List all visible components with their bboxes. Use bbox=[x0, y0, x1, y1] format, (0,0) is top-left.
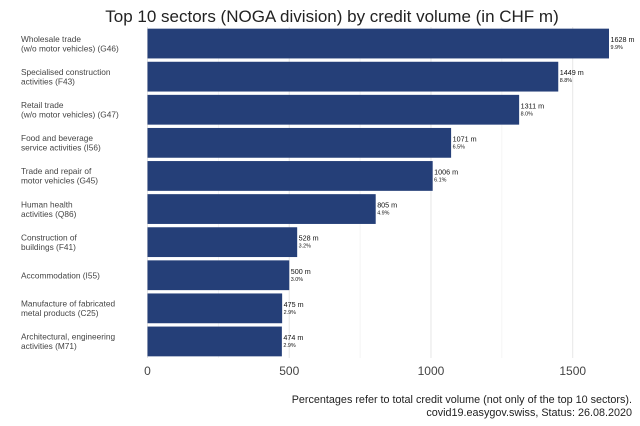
category-label: Construction of bbox=[21, 232, 77, 242]
category-label: Manufacture of fabricated bbox=[21, 299, 115, 309]
bar bbox=[147, 194, 376, 224]
bar-value-label: 528 m bbox=[299, 234, 319, 243]
category-label: Retail trade bbox=[21, 100, 64, 110]
bar-value-label: 1006 m bbox=[434, 167, 458, 176]
bar-value-label: 500 m bbox=[291, 267, 311, 276]
x-tick-label: 0 bbox=[144, 364, 151, 378]
bars bbox=[147, 28, 609, 357]
category-label: Human health bbox=[21, 199, 73, 209]
bar-value-label: 805 m bbox=[377, 201, 397, 210]
bar-percent-label: 8.0% bbox=[521, 111, 533, 117]
category-labels: Wholesale trade(w/o motor vehicles) (G46… bbox=[21, 34, 119, 351]
bar-value-label: 1449 m bbox=[560, 68, 584, 77]
category-label: Wholesale trade bbox=[21, 34, 81, 44]
bar-percent-label: 6.5% bbox=[453, 144, 465, 150]
category-label: metal products (C25) bbox=[21, 308, 99, 318]
category-label: Food and beverage bbox=[21, 133, 93, 143]
bar-percent-label: 3.0% bbox=[291, 277, 303, 283]
bar bbox=[147, 127, 452, 158]
category-label: (w/o motor vehicles) (G47) bbox=[21, 110, 119, 120]
bar-value-label: 1071 m bbox=[453, 134, 477, 143]
x-tick-label: 1000 bbox=[418, 364, 445, 378]
category-label: Architectural, engineering bbox=[21, 332, 115, 342]
footnote-line-1: Percentages refer to total credit volume… bbox=[292, 394, 632, 406]
bar-percent-label: 2.9% bbox=[283, 343, 295, 349]
category-label: Trade and repair of bbox=[21, 166, 92, 176]
x-tick-label: 500 bbox=[279, 364, 299, 378]
bar-percent-label: 8.8% bbox=[560, 78, 572, 84]
x-axis-ticks: 0 500 1000 1500 bbox=[144, 364, 586, 378]
category-label: activities (M71) bbox=[21, 341, 77, 351]
bar bbox=[147, 161, 433, 191]
category-label: activities (F43) bbox=[21, 76, 75, 86]
bar bbox=[147, 293, 283, 324]
category-label: Accommodation (I55) bbox=[21, 270, 100, 280]
category-label: (w/o motor vehicles) (G46) bbox=[21, 43, 119, 53]
bar bbox=[147, 260, 290, 291]
bar-value-label: 475 m bbox=[284, 300, 304, 309]
bar-percent-label: 4.9% bbox=[377, 211, 389, 217]
bar bbox=[147, 61, 559, 92]
bar-value-label: 474 m bbox=[283, 333, 303, 342]
category-label: buildings (F41) bbox=[21, 242, 76, 252]
bar-percent-label: 2.9% bbox=[284, 310, 296, 316]
bar-percent-label: 3.2% bbox=[299, 244, 311, 250]
bar bbox=[147, 94, 520, 125]
bar-value-label: 1311 m bbox=[521, 101, 544, 110]
data-labels: 1628 m9.9% 1449 m8.8% 1311 m8.0% 1071 m6.5%… bbox=[283, 35, 634, 349]
bar bbox=[147, 326, 282, 357]
bar-percent-label: 6.1% bbox=[434, 177, 446, 183]
bar bbox=[147, 28, 609, 59]
category-label: motor vehicles (G45) bbox=[21, 176, 98, 186]
category-label: activities (Q86) bbox=[21, 209, 77, 219]
bar bbox=[147, 227, 298, 258]
x-tick-label: 1500 bbox=[559, 364, 586, 378]
bar-percent-label: 9.9% bbox=[611, 45, 623, 51]
category-label: Specialised construction bbox=[21, 67, 111, 77]
category-label: service activities (I56) bbox=[21, 143, 101, 153]
footnote-line-2: covid19.easygov.swiss, Status: 26.08.202… bbox=[426, 407, 632, 419]
bar-value-label: 1628 m bbox=[611, 35, 635, 44]
chart-title: Top 10 sectors (NOGA division) by credit… bbox=[105, 7, 558, 26]
